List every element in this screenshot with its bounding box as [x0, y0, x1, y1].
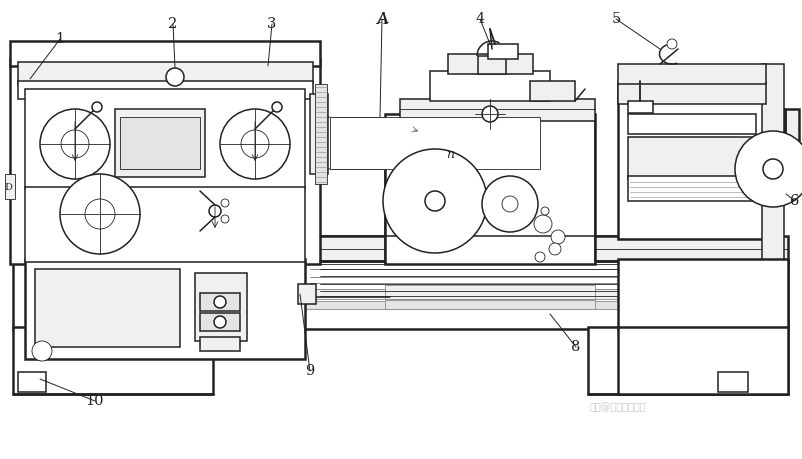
Bar — [477, 56, 505, 74]
Circle shape — [481, 176, 537, 232]
Text: 知乎@数控复盘联联: 知乎@数控复盘联联 — [589, 402, 646, 412]
Text: 9: 9 — [305, 364, 314, 378]
Circle shape — [166, 68, 184, 86]
Bar — [627, 101, 652, 113]
Circle shape — [666, 39, 676, 49]
Bar — [13, 236, 787, 264]
Bar — [627, 137, 755, 179]
Bar — [618, 82, 765, 104]
Text: D: D — [4, 183, 12, 191]
Text: 3: 3 — [267, 17, 277, 31]
Circle shape — [424, 191, 444, 211]
Bar — [384, 114, 594, 264]
Bar — [384, 285, 594, 299]
Text: 6: 6 — [789, 194, 799, 208]
Bar — [399, 99, 594, 121]
Bar — [25, 259, 305, 359]
Bar — [25, 89, 305, 189]
Bar — [627, 114, 755, 134]
Bar — [587, 327, 787, 394]
Bar — [627, 176, 755, 201]
Circle shape — [481, 106, 497, 122]
Circle shape — [221, 215, 229, 223]
Bar — [618, 84, 765, 239]
Circle shape — [40, 109, 110, 179]
Circle shape — [209, 205, 221, 217]
Text: 1: 1 — [55, 32, 64, 46]
Text: A: A — [376, 12, 387, 26]
Bar — [488, 44, 517, 59]
Bar — [18, 81, 313, 99]
Text: 8: 8 — [570, 340, 580, 354]
Circle shape — [762, 159, 782, 179]
Bar — [300, 301, 630, 309]
Circle shape — [60, 174, 140, 254]
Bar — [35, 269, 180, 347]
Circle shape — [85, 199, 115, 229]
Text: 2: 2 — [168, 17, 177, 31]
Bar — [310, 94, 327, 174]
Bar — [200, 337, 240, 351]
Bar — [300, 289, 630, 299]
Bar — [384, 300, 594, 309]
Circle shape — [541, 207, 549, 215]
Bar — [717, 372, 747, 392]
Bar — [618, 327, 787, 394]
Circle shape — [32, 341, 52, 361]
Bar — [10, 41, 320, 66]
Circle shape — [734, 131, 802, 207]
Bar — [200, 313, 240, 331]
Bar — [314, 84, 326, 184]
Circle shape — [501, 196, 517, 212]
Bar — [298, 284, 316, 304]
Text: 4: 4 — [475, 12, 484, 26]
Bar — [195, 273, 247, 341]
Circle shape — [549, 243, 561, 255]
Circle shape — [534, 252, 545, 262]
Text: 5: 5 — [610, 12, 620, 26]
Bar — [18, 372, 46, 392]
Bar — [761, 64, 783, 264]
Circle shape — [221, 199, 229, 207]
Circle shape — [550, 230, 565, 244]
Circle shape — [61, 130, 89, 158]
Circle shape — [272, 102, 282, 112]
Bar — [784, 109, 798, 189]
Bar — [13, 261, 787, 329]
Bar — [618, 64, 765, 84]
Bar — [10, 59, 320, 264]
Bar — [448, 54, 533, 74]
Circle shape — [92, 102, 102, 112]
Bar — [119, 117, 200, 169]
Bar — [25, 187, 305, 262]
Circle shape — [220, 109, 290, 179]
Circle shape — [533, 215, 551, 233]
Bar — [18, 62, 313, 84]
Bar — [115, 109, 205, 177]
Text: A: A — [376, 11, 387, 28]
Bar — [5, 174, 15, 199]
Circle shape — [383, 149, 486, 253]
Bar — [13, 327, 213, 394]
Text: 10: 10 — [86, 394, 104, 408]
Bar — [429, 71, 549, 101]
Bar — [529, 81, 574, 101]
Bar — [330, 117, 539, 169]
Bar — [618, 259, 787, 329]
Text: n: n — [445, 147, 453, 161]
Circle shape — [241, 130, 269, 158]
Circle shape — [214, 316, 225, 328]
Bar — [200, 293, 240, 311]
Circle shape — [214, 296, 225, 308]
